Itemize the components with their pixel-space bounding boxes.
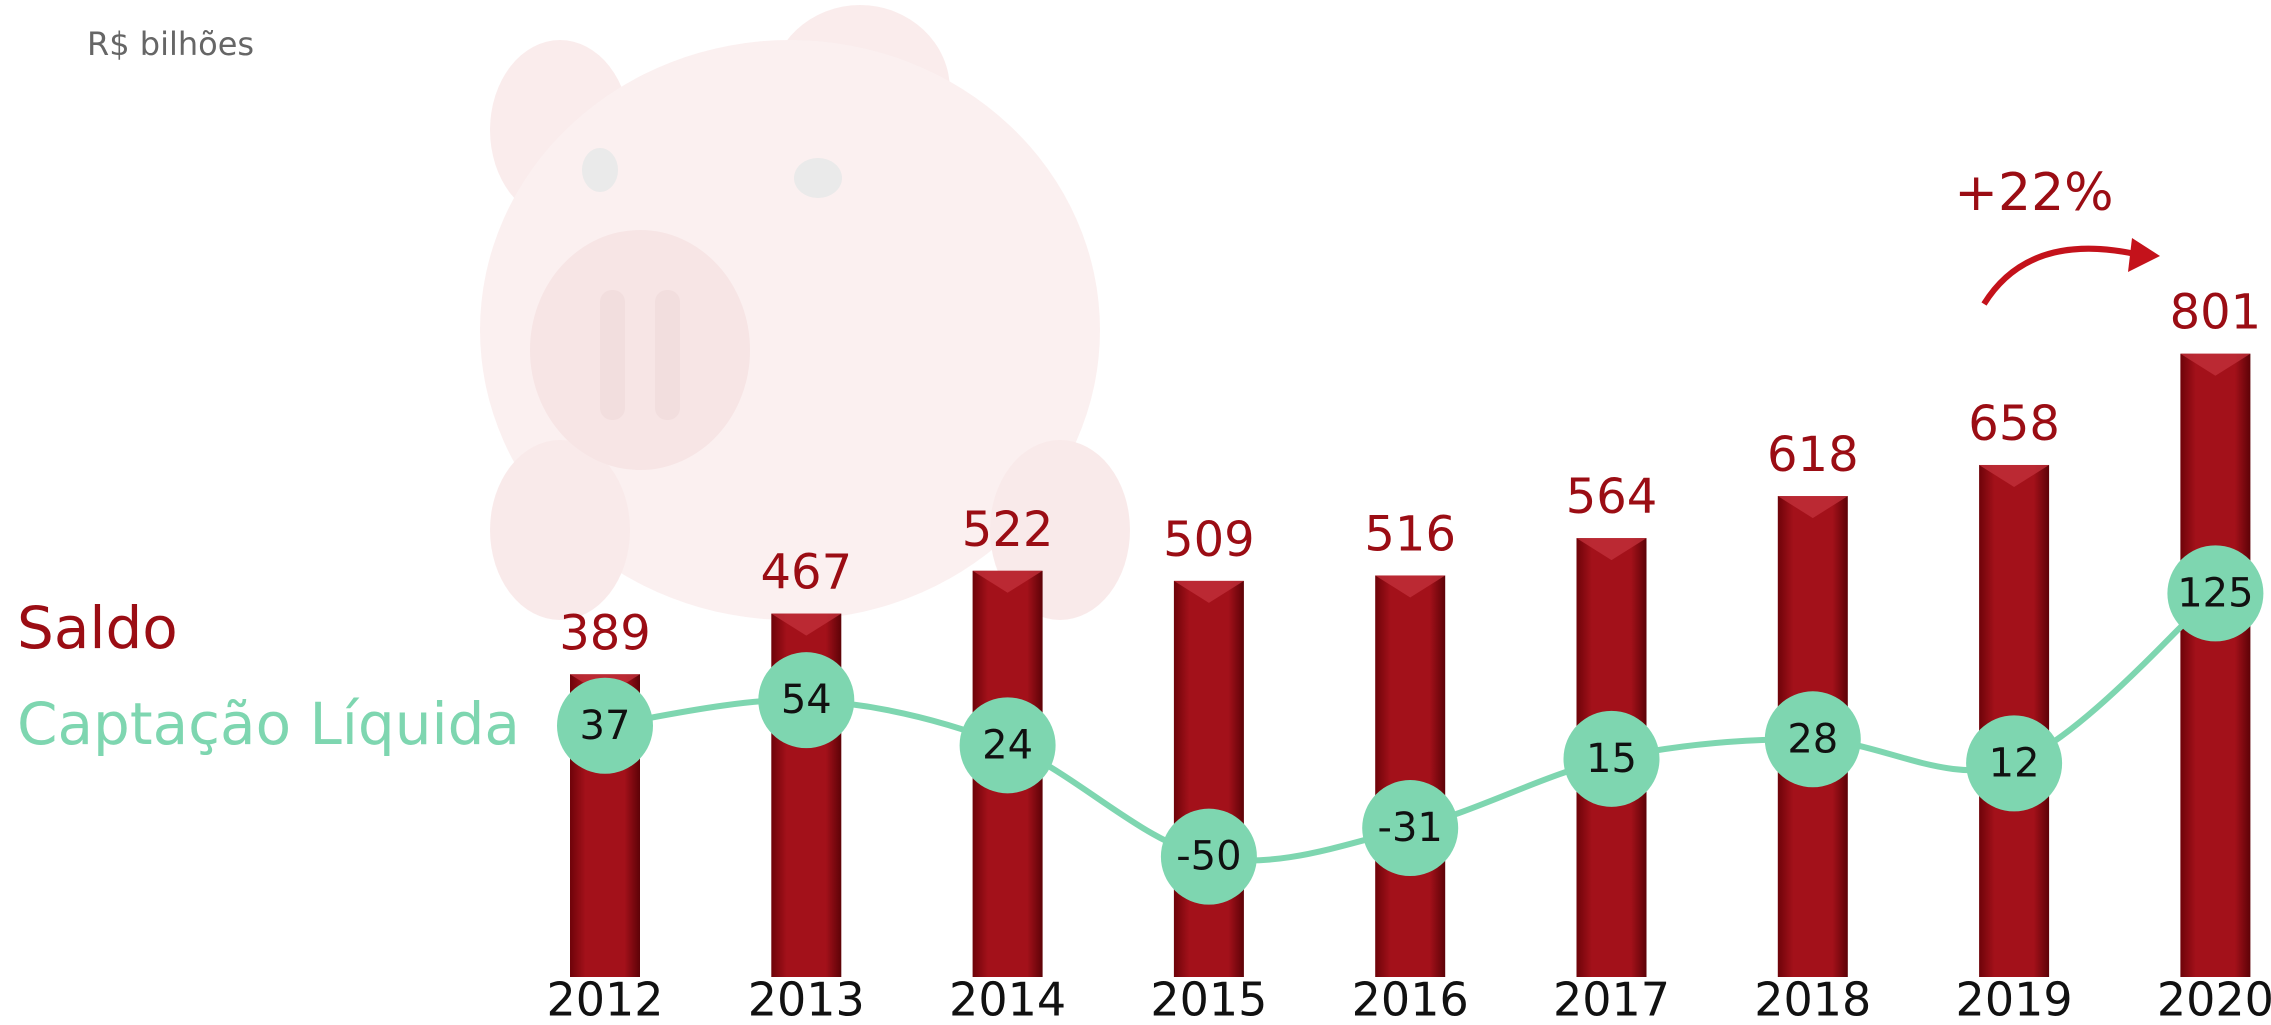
value-label: 125 bbox=[2177, 570, 2253, 616]
value-label: 509 bbox=[1163, 512, 1255, 568]
value-label: 37 bbox=[580, 703, 631, 749]
value-label: 54 bbox=[781, 677, 832, 723]
annotation: +22% bbox=[1954, 163, 2113, 223]
bar bbox=[2180, 354, 2250, 977]
value-label: 522 bbox=[962, 502, 1054, 558]
x-tick-label: 2018 bbox=[1754, 973, 1871, 1025]
x-tick-label: 2017 bbox=[1553, 973, 1670, 1025]
value-label: 467 bbox=[760, 545, 852, 601]
annotation-arrow bbox=[1984, 249, 2140, 304]
value-label: 516 bbox=[1364, 506, 1456, 562]
value-label: 12 bbox=[1989, 740, 2040, 786]
value-label: 24 bbox=[982, 722, 1033, 768]
chart: R$ bilhões Saldo Captação Líquida +22% 2… bbox=[0, 0, 2271, 1025]
value-label: 28 bbox=[1787, 716, 1838, 762]
x-tick-label: 2016 bbox=[1352, 973, 1469, 1025]
x-tick-label: 2013 bbox=[748, 973, 865, 1025]
value-label: 618 bbox=[1767, 427, 1859, 483]
value-label: 801 bbox=[2170, 285, 2262, 341]
value-label: -50 bbox=[1176, 834, 1241, 880]
value-label: 658 bbox=[1968, 396, 2060, 452]
x-tick-label: 2019 bbox=[1956, 973, 2073, 1025]
bar bbox=[1174, 581, 1244, 977]
value-label: 564 bbox=[1566, 469, 1658, 525]
legend-label: Captação Líquida bbox=[17, 690, 520, 758]
legend-label: Saldo bbox=[17, 594, 178, 662]
x-tick-label: 2014 bbox=[949, 973, 1066, 1025]
value-label: -31 bbox=[1378, 805, 1443, 851]
page: {"chart_data": {"type": "bar", "subtitle… bbox=[0, 0, 2271, 1025]
value-label: 389 bbox=[559, 605, 651, 661]
unit-label: R$ bilhões bbox=[87, 25, 254, 63]
value-label: 15 bbox=[1586, 736, 1637, 782]
x-tick-label: 2012 bbox=[546, 973, 663, 1025]
annotation-arrowhead bbox=[2128, 238, 2160, 272]
x-tick-label: 2020 bbox=[2157, 973, 2271, 1025]
bar bbox=[1375, 575, 1445, 977]
x-tick-label: 2015 bbox=[1150, 973, 1267, 1025]
